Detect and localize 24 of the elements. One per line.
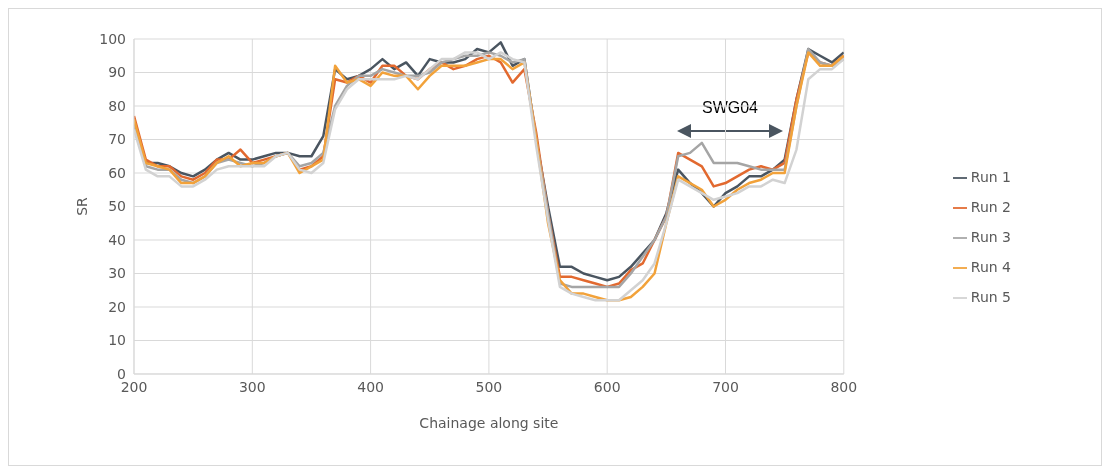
y-tick-label: 30	[108, 265, 126, 282]
x-tick-label: 300	[238, 378, 266, 395]
y-axis-title: SR	[73, 196, 90, 216]
legend-label: Run 5	[970, 289, 1011, 305]
x-axis-title: Chainage along site	[419, 415, 559, 431]
y-tick-label: 40	[108, 231, 126, 248]
x-tick-label: 600	[593, 378, 621, 395]
y-tick-label: 80	[108, 97, 126, 114]
legend-label: Run 1	[970, 169, 1011, 185]
x-tick-label: 500	[475, 378, 503, 395]
y-tick-label: 70	[108, 131, 126, 148]
x-tick-label: 800	[830, 378, 858, 395]
y-tick-label: 20	[108, 298, 126, 315]
x-tick-label: 700	[712, 378, 739, 395]
legend-label: Run 4	[970, 259, 1011, 275]
y-tick-label: 60	[108, 164, 126, 181]
y-tick-label: 90	[108, 64, 126, 81]
y-tick-label: 10	[108, 332, 126, 349]
y-tick-label: 100	[99, 30, 126, 47]
x-tick-label: 400	[357, 378, 384, 395]
y-tick-label: 50	[108, 198, 126, 215]
legend-label: Run 2	[970, 199, 1011, 215]
legend-label: Run 3	[970, 229, 1011, 245]
annotation: SWG04	[701, 99, 759, 117]
